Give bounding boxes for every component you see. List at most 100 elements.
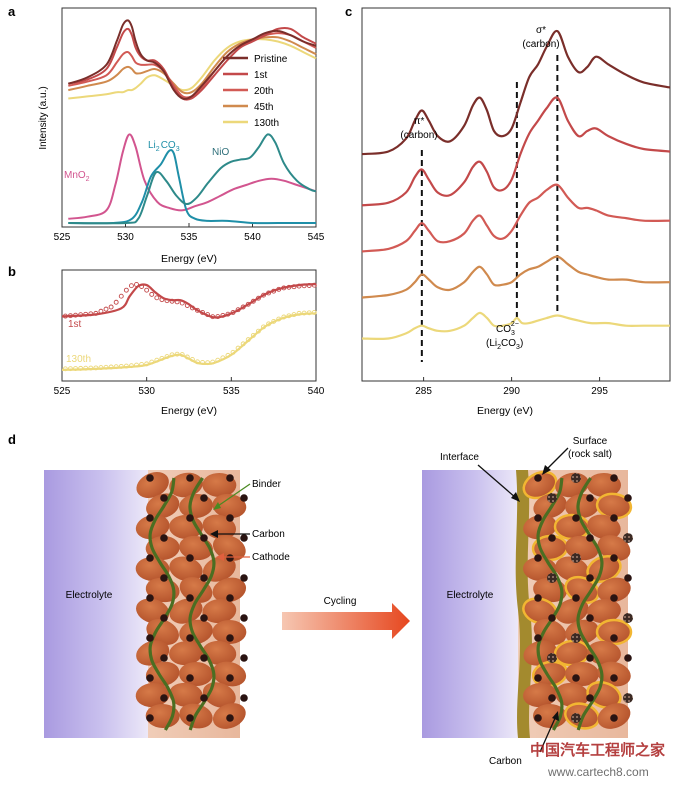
- b-sim-130th-point-18: [154, 357, 160, 363]
- panel-a: a Intensity (a.u.) Energy (eV) 525 530 535…: [8, 4, 325, 265]
- carbon-particle: [186, 634, 194, 642]
- carbon-right-arrowhead: [552, 711, 559, 721]
- carbon-particle: [534, 514, 542, 522]
- carbon-particle: [146, 714, 154, 722]
- carbon-particle: [610, 474, 618, 482]
- b-sim-130th-point-38: [255, 328, 261, 334]
- b-sim-1st-point-43: [281, 285, 287, 291]
- panel-a-xlabel: Energy (eV): [161, 253, 217, 265]
- b-sim-1st-point-0: [62, 313, 68, 319]
- cathode-particle: [169, 556, 203, 582]
- carbon-particle: [186, 474, 194, 482]
- b-sim-1st-point-40: [266, 290, 272, 296]
- carbon-particle: [610, 674, 618, 682]
- c-series-20th: [361, 183, 671, 253]
- panel-b: b Energy (eV) 525 530 535 540 1st 130th: [8, 264, 325, 417]
- watermark-line1: 中国汽车工程师之家: [530, 741, 665, 759]
- b-sim-130th-point-23: [179, 352, 185, 358]
- cycling-arrow-shape: [282, 603, 410, 639]
- carbon-particle: [240, 694, 248, 702]
- cathode-particle: [169, 640, 203, 666]
- rock-salt-carbon-particle: [623, 533, 633, 543]
- b-sim-130th-point-45: [291, 312, 297, 318]
- b-sim-130th-point-15: [139, 362, 145, 367]
- carbon-particle: [572, 594, 580, 602]
- a-legend-label-4: 130th: [254, 118, 279, 129]
- carbon-arrowhead: [210, 530, 218, 538]
- b-sim-1st-point-18: [154, 295, 160, 301]
- carbon-particle: [572, 514, 580, 522]
- cathode-particle: [523, 682, 557, 708]
- carbon-particle: [534, 594, 542, 602]
- c-series-130th: [361, 311, 670, 340]
- b-sim-130th-point-19: [159, 355, 165, 361]
- b-sim-1st-point-37: [250, 298, 256, 304]
- cathode-particle: [169, 682, 203, 708]
- b-sim-130th-point-36: [245, 337, 251, 343]
- b-sim-1st-point-3: [78, 312, 84, 318]
- carbon-particle: [146, 674, 154, 682]
- panel-b-series: [61, 282, 317, 372]
- rock-salt-carbon-particle: [547, 653, 557, 663]
- binder-pointer: [214, 483, 251, 509]
- panel-c-ticks: 285 290 295: [415, 377, 608, 397]
- b-sim-130th-point-14: [134, 362, 139, 368]
- carbon-particle: [160, 574, 168, 582]
- b-sim-1st-point-38: [255, 295, 261, 301]
- left-schematic: Electrolyte Binder Carbon Cathode: [44, 470, 290, 738]
- b-sim-1st-point-41: [271, 288, 277, 294]
- a-series-li2co3: [68, 149, 316, 225]
- carbon-particle: [226, 674, 234, 682]
- c-xtick-label-0: 285: [415, 386, 432, 397]
- b-sim-1st-point-34: [235, 307, 241, 313]
- a-series-nio: [68, 133, 317, 225]
- carbon-particle: [240, 534, 248, 542]
- b-sim-1st-point-29: [210, 314, 216, 320]
- a-series-1st: [68, 26, 317, 101]
- carbon-particle: [610, 594, 618, 602]
- panel-c-dashed-lines: [420, 55, 559, 362]
- carbon-particle: [186, 594, 194, 602]
- carbon-particle: [226, 474, 234, 482]
- b-sim-130th-point-17: [149, 359, 155, 365]
- b-sim-1st-point-25: [189, 305, 195, 311]
- a-xtick-label-1: 530: [117, 232, 134, 243]
- panel-b-xlabel: Energy (eV): [161, 405, 217, 417]
- b-sim-130th-point-30: [215, 357, 221, 363]
- cycling-arrow: Cycling: [282, 596, 410, 639]
- cathode-particle: [202, 640, 237, 666]
- sigma-carbon-label: (carbon): [522, 39, 559, 50]
- b-sim-130th-point-32: [225, 352, 231, 358]
- carbon-particle: [624, 654, 632, 662]
- b-sim-1st-point-12: [123, 287, 129, 293]
- binder-chain: [536, 477, 564, 731]
- cathode-particle: [212, 493, 247, 519]
- b-xtick-label-1: 530: [138, 386, 155, 397]
- b-sim-130th-point-33: [230, 349, 236, 355]
- cathode-particle: [586, 680, 622, 710]
- b-sim-130th-point-1: [68, 366, 73, 372]
- a-xtick-label-3: 540: [244, 232, 261, 243]
- carbon-particle: [186, 674, 194, 682]
- b-sim-1st-point-28: [205, 312, 211, 318]
- cathode-particle: [212, 661, 247, 687]
- cycling-label: Cycling: [324, 596, 357, 607]
- rock-salt-carbon-particle: [571, 713, 581, 723]
- b-sim-1st-point-30: [215, 314, 221, 320]
- b-sim-1st-point-36: [245, 301, 251, 307]
- b-sim-130th-point-9: [108, 364, 114, 370]
- b-sim-130th-point-22: [174, 351, 180, 357]
- carbon-particle: [160, 654, 168, 662]
- panel-label-d: d: [8, 432, 16, 447]
- surface-arrowhead: [542, 465, 551, 475]
- panel-c-series: [361, 29, 671, 340]
- carbon-label-left: Carbon: [252, 529, 285, 540]
- b-sim-130th-point-39: [261, 324, 266, 330]
- b-sim-1st-point-5: [88, 311, 94, 317]
- a-legend-label-1: 1st: [254, 70, 268, 81]
- b-sim-130th-point-7: [98, 365, 104, 371]
- carbon-particle: [534, 634, 542, 642]
- carbon-particle: [146, 594, 154, 602]
- b-sim-1st-point-31: [220, 312, 226, 318]
- carbon-particle: [160, 534, 168, 542]
